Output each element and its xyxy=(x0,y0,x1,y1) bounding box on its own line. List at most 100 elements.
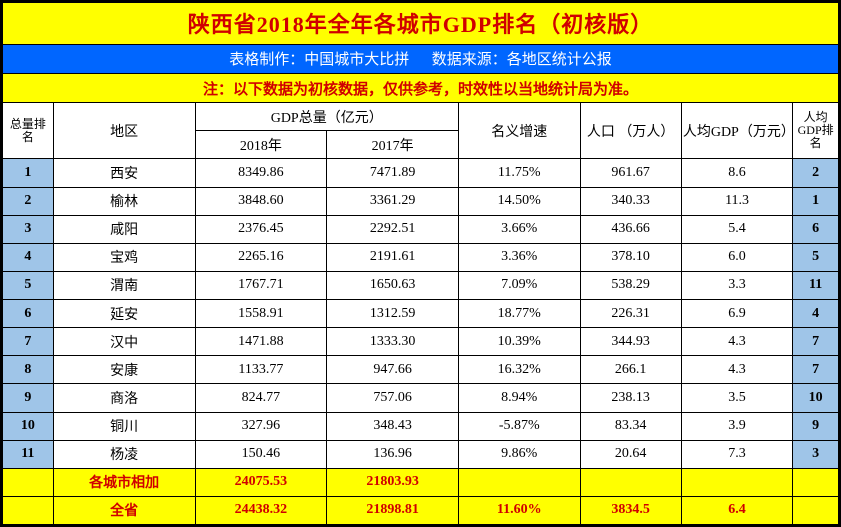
sum2-pcr xyxy=(793,496,839,524)
cell-pc: 8.6 xyxy=(681,159,792,187)
cell-g18: 1471.88 xyxy=(195,328,327,356)
title-cell: 陕西省2018年全年各城市GDP排名（初核版） xyxy=(3,3,839,45)
cell-g18: 2265.16 xyxy=(195,243,327,271)
cell-growth: 18.77% xyxy=(458,300,580,328)
cell-pc: 4.3 xyxy=(681,328,792,356)
table-row: 6延安1558.911312.5918.77%226.316.94 xyxy=(3,300,839,328)
subtitle-row-2: 注：以下数据为初核数据，仅供参考，时效性以当地统计局为准。 xyxy=(3,73,839,102)
cell-pcr: 5 xyxy=(793,243,839,271)
cell-pcr: 9 xyxy=(793,412,839,440)
header-population: 人口 （万人） xyxy=(580,103,681,159)
cell-pcr: 2 xyxy=(793,159,839,187)
header-row-1: 总量排名 地区 GDP总量（亿元） 名义增速 人口 （万人） 人均GDP（万元）… xyxy=(3,103,839,131)
cell-region: 西安 xyxy=(53,159,195,187)
subtitle1-left: 表格制作：中国城市大比拼 xyxy=(229,52,409,68)
cell-rank: 1 xyxy=(3,159,54,187)
cell-pcr: 3 xyxy=(793,440,839,468)
cell-pcr: 11 xyxy=(793,271,839,299)
cell-rank: 3 xyxy=(3,215,54,243)
sum1-pc xyxy=(681,468,792,496)
cell-g18: 8349.86 xyxy=(195,159,327,187)
cell-pop: 378.10 xyxy=(580,243,681,271)
cell-rank: 9 xyxy=(3,384,54,412)
cell-growth: 3.36% xyxy=(458,243,580,271)
cell-g18: 1558.91 xyxy=(195,300,327,328)
cell-g17: 7471.89 xyxy=(327,159,459,187)
cell-region: 延安 xyxy=(53,300,195,328)
cell-pcr: 1 xyxy=(793,187,839,215)
sum1-pop xyxy=(580,468,681,496)
header-pc-rank: 人均GDP排名 xyxy=(793,103,839,159)
cell-region: 渭南 xyxy=(53,271,195,299)
table-row: 9商洛824.77757.068.94%238.133.510 xyxy=(3,384,839,412)
cell-pc: 3.3 xyxy=(681,271,792,299)
cell-pop: 266.1 xyxy=(580,356,681,384)
cell-region: 商洛 xyxy=(53,384,195,412)
sum1-pcr xyxy=(793,468,839,496)
cell-growth: 3.66% xyxy=(458,215,580,243)
sum2-pc: 6.4 xyxy=(681,496,792,524)
cell-region: 榆林 xyxy=(53,187,195,215)
gdp-table: 陕西省2018年全年各城市GDP排名（初核版） 表格制作：中国城市大比拼 数据来… xyxy=(2,2,839,525)
cell-g18: 1767.71 xyxy=(195,271,327,299)
cell-g17: 3361.29 xyxy=(327,187,459,215)
cell-rank: 6 xyxy=(3,300,54,328)
subtitle1-right: 数据来源：各地区统计公报 xyxy=(432,52,612,68)
sum2-growth: 11.60% xyxy=(458,496,580,524)
cell-growth: 9.86% xyxy=(458,440,580,468)
cell-pop: 20.64 xyxy=(580,440,681,468)
cell-rank: 2 xyxy=(3,187,54,215)
cell-pc: 11.3 xyxy=(681,187,792,215)
cell-rank: 5 xyxy=(3,271,54,299)
cell-g17: 1650.63 xyxy=(327,271,459,299)
cell-pop: 538.29 xyxy=(580,271,681,299)
cell-pcr: 4 xyxy=(793,300,839,328)
sum1-g18: 24075.53 xyxy=(195,468,327,496)
table-row: 3咸阳2376.452292.513.66%436.665.46 xyxy=(3,215,839,243)
cell-region: 宝鸡 xyxy=(53,243,195,271)
cell-rank: 11 xyxy=(3,440,54,468)
cell-pc: 3.9 xyxy=(681,412,792,440)
cell-g18: 1133.77 xyxy=(195,356,327,384)
cell-growth: 8.94% xyxy=(458,384,580,412)
cell-pcr: 10 xyxy=(793,384,839,412)
cell-pop: 226.31 xyxy=(580,300,681,328)
cell-g17: 348.43 xyxy=(327,412,459,440)
sum2-pop: 3834.5 xyxy=(580,496,681,524)
cell-region: 杨凌 xyxy=(53,440,195,468)
sum1-rank xyxy=(3,468,54,496)
cell-pop: 344.93 xyxy=(580,328,681,356)
table-row: 5渭南1767.711650.637.09%538.293.311 xyxy=(3,271,839,299)
table-row: 8安康1133.77947.6616.32%266.14.37 xyxy=(3,356,839,384)
cell-pop: 436.66 xyxy=(580,215,681,243)
cell-g17: 947.66 xyxy=(327,356,459,384)
cell-growth: 11.75% xyxy=(458,159,580,187)
sum2-region: 全省 xyxy=(53,496,195,524)
cell-pop: 83.34 xyxy=(580,412,681,440)
cell-pc: 4.3 xyxy=(681,356,792,384)
header-growth: 名义增速 xyxy=(458,103,580,159)
subtitle1-cell: 表格制作：中国城市大比拼 数据来源：各地区统计公报 xyxy=(3,44,839,73)
sum2-g18: 24438.32 xyxy=(195,496,327,524)
cell-g17: 136.96 xyxy=(327,440,459,468)
cell-pc: 5.4 xyxy=(681,215,792,243)
cell-g18: 2376.45 xyxy=(195,215,327,243)
sum1-growth xyxy=(458,468,580,496)
cell-g17: 2191.61 xyxy=(327,243,459,271)
cell-g17: 1312.59 xyxy=(327,300,459,328)
cell-pop: 340.33 xyxy=(580,187,681,215)
cell-rank: 7 xyxy=(3,328,54,356)
table-row: 1西安8349.867471.8911.75%961.678.62 xyxy=(3,159,839,187)
sum-row-cities: 各城市相加 24075.53 21803.93 xyxy=(3,468,839,496)
cell-g17: 1333.30 xyxy=(327,328,459,356)
cell-pc: 6.0 xyxy=(681,243,792,271)
cell-growth: 14.50% xyxy=(458,187,580,215)
title-row: 陕西省2018年全年各城市GDP排名（初核版） xyxy=(3,3,839,45)
cell-growth: 10.39% xyxy=(458,328,580,356)
header-gdp-total: GDP总量（亿元） xyxy=(195,103,458,131)
table-row: 11杨凌150.46136.969.86%20.647.33 xyxy=(3,440,839,468)
subtitle2-cell: 注：以下数据为初核数据，仅供参考，时效性以当地统计局为准。 xyxy=(3,73,839,102)
cell-g17: 2292.51 xyxy=(327,215,459,243)
table-row: 4宝鸡2265.162191.613.36%378.106.05 xyxy=(3,243,839,271)
cell-g17: 757.06 xyxy=(327,384,459,412)
